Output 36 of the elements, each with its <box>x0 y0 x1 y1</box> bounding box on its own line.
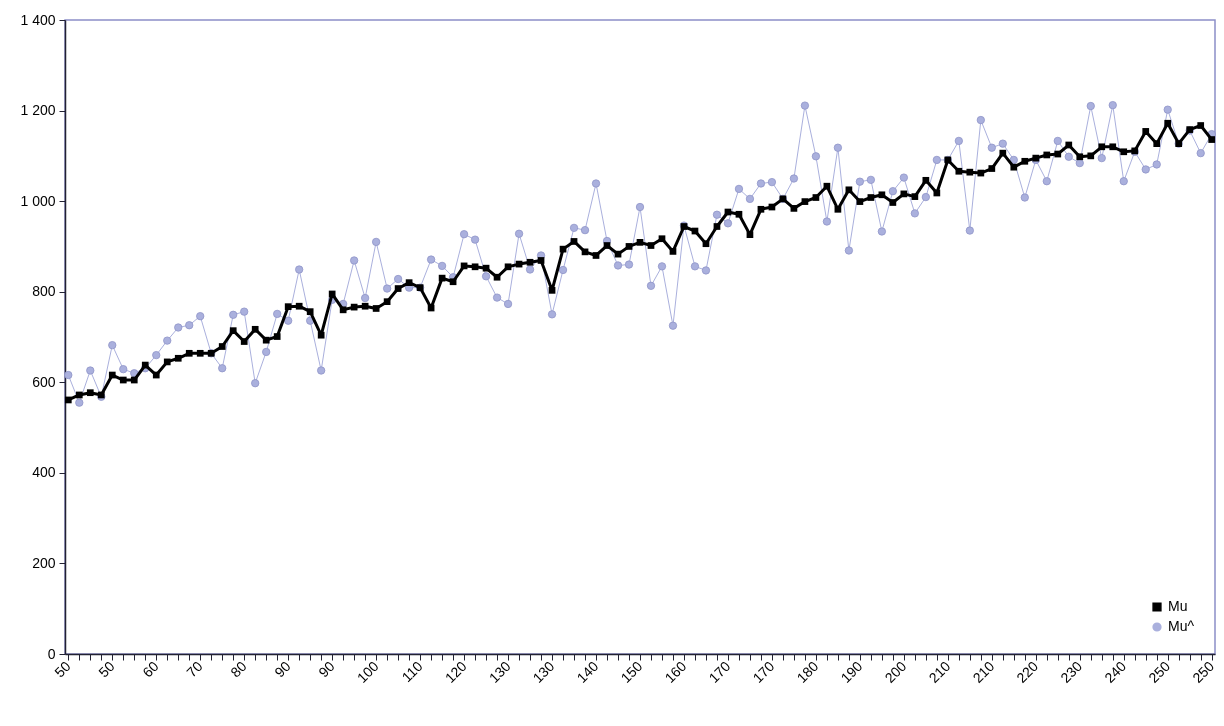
x-tick-label: 90 <box>271 657 294 681</box>
x-tick-label: 190 <box>837 657 866 686</box>
x-tick-label: 110 <box>398 657 426 686</box>
y-tick-label: 1 200 <box>20 102 56 119</box>
y-tick-label: 400 <box>32 464 56 481</box>
x-tick-label: 50 <box>95 657 118 681</box>
x-tick-label: 200 <box>881 657 910 686</box>
x-tick-label: 70 <box>183 657 206 681</box>
y-tick-label: 0 <box>47 645 56 662</box>
x-tick-label: 130 <box>485 657 514 686</box>
x-tick-label: 90 <box>315 657 338 681</box>
x-tick-label: 120 <box>441 657 470 686</box>
legend-label: Mu <box>1168 598 1188 614</box>
y-tick-label: 600 <box>32 373 56 390</box>
x-tick-label: 60 <box>139 657 162 681</box>
y-tick-label: 1 400 <box>20 11 56 28</box>
x-tick-label: 150 <box>617 657 646 686</box>
x-tick-label: 230 <box>1057 657 1086 686</box>
x-tick-label: 210 <box>925 657 954 686</box>
x-tick-label: 210 <box>969 657 998 686</box>
legend-label: Mu^ <box>1168 618 1195 634</box>
y-tick-label: 200 <box>32 554 56 571</box>
x-tick-label: 160 <box>661 657 690 686</box>
x-tick-label: 100 <box>353 657 382 686</box>
x-tick-label: 140 <box>573 657 602 686</box>
x-tick-label: 170 <box>749 657 778 686</box>
x-tick-label: 250 <box>1189 657 1218 686</box>
x-tick-label: 80 <box>227 657 250 681</box>
x-tick-label: 220 <box>1013 657 1042 686</box>
x-tick-label: 170 <box>705 657 734 686</box>
x-tick-label: 250 <box>1145 657 1174 686</box>
y-tick-label: 1 000 <box>20 192 56 209</box>
y-tick-label: 800 <box>32 283 56 300</box>
x-tick-label: 130 <box>529 657 558 686</box>
x-tick-label: 180 <box>793 657 822 686</box>
x-tick-label: 240 <box>1101 657 1130 686</box>
